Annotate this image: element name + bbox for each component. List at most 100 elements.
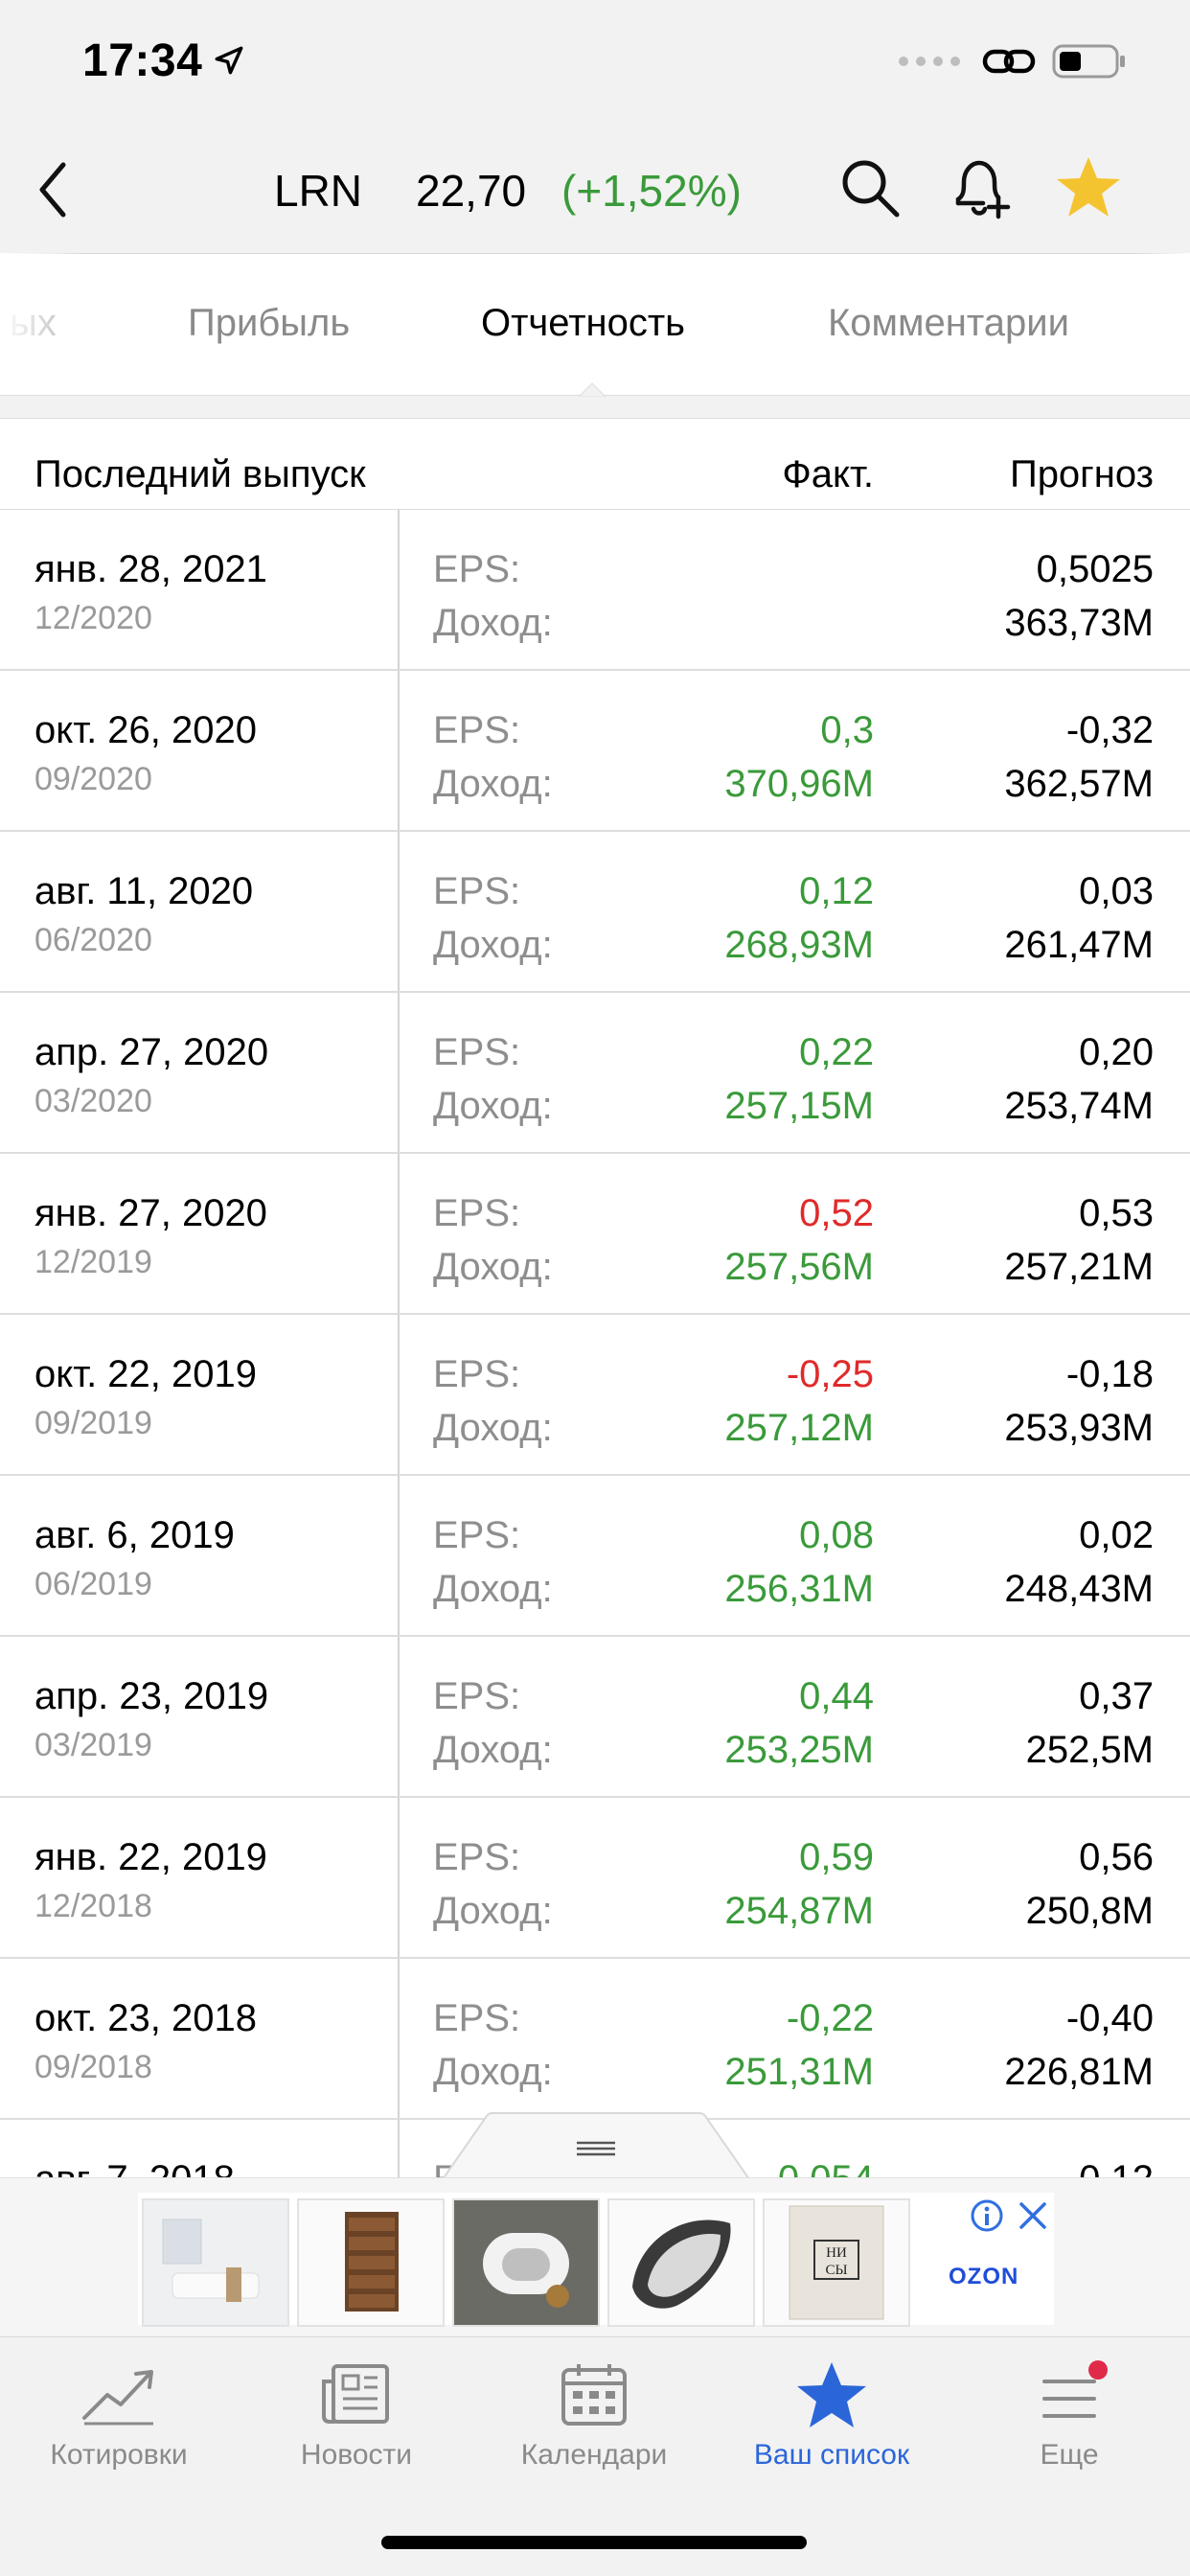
eps-forecast: 0,5025 <box>1036 548 1154 590</box>
ad-close-icon[interactable] <box>1016 2198 1050 2233</box>
bottom-nav: Котировки Новости Календари Ваш список Е… <box>0 2336 1190 2576</box>
back-chevron-icon[interactable] <box>31 155 77 224</box>
revenue-forecast: 252,5M <box>1025 1729 1154 1771</box>
eps-forecast: -0,40 <box>1065 1997 1154 2039</box>
ad-banner[interactable]: НИ СЫ <box>138 2193 1054 2327</box>
bell-plus-icon[interactable] <box>945 153 1014 222</box>
svg-text:СЫ: СЫ <box>825 2263 847 2278</box>
revenue-actual: 268,93M <box>724 924 874 966</box>
eps-label: EPS: <box>433 1675 521 1717</box>
eps-forecast: 0,37 <box>1079 1675 1154 1717</box>
eps-forecast: 0,53 <box>1079 1192 1154 1234</box>
link-icon <box>982 49 1036 74</box>
revenue-forecast: 253,74M <box>1004 1085 1154 1127</box>
nav-watchlist-label: Ваш список <box>753 2439 910 2471</box>
eps-forecast: 0,03 <box>1079 870 1154 912</box>
table-row[interactable]: янв. 28, 2021 12/2020 EPS: Доход: 0,5025 363,… <box>0 510 1190 671</box>
release-date: апр. 23, 2019 <box>34 1675 269 1717</box>
nav-quotes[interactable]: Котировки <box>4 2360 234 2472</box>
table-row[interactable]: янв. 22, 2019 12/2018 EPS: Доход: 0,59 254,87… <box>0 1798 1190 1959</box>
revenue-forecast: 261,47M <box>1004 924 1154 966</box>
revenue-label: Доход: <box>433 2051 553 2093</box>
ad-thumb-book[interactable]: НИ СЫ <box>763 2198 910 2327</box>
table-row[interactable]: авг. 6, 2019 06/2019 EPS: Доход: 0,08 256,31M… <box>0 1476 1190 1637</box>
ad-thumb-living-room[interactable] <box>142 2198 289 2327</box>
price-change: (+1,52%) <box>561 166 742 216</box>
tab-profit[interactable]: Прибыль <box>188 302 351 344</box>
drawer-handle[interactable] <box>443 2112 749 2179</box>
table-row[interactable]: авг. 11, 2020 06/2020 EPS: Доход: 0,12 268,93… <box>0 832 1190 993</box>
header-actual: Факт. <box>782 453 874 495</box>
revenue-label: Доход: <box>433 924 553 966</box>
table-row[interactable]: апр. 27, 2020 03/2020 EPS: Доход: 0,22 257,15… <box>0 993 1190 1154</box>
release-date: окт. 26, 2020 <box>34 709 258 751</box>
release-date: янв. 22, 2019 <box>34 1836 267 1878</box>
table-row[interactable]: окт. 23, 2018 09/2018 EPS: Доход: -0,22 251,3… <box>0 1959 1190 2120</box>
revenue-actual: 370,96M <box>724 763 874 805</box>
search-icon[interactable] <box>839 157 901 218</box>
tab-reports[interactable]: Отчетность <box>481 302 686 344</box>
ad-thumb-wall-shelf[interactable] <box>452 2198 600 2327</box>
revenue-label: Доход: <box>433 1568 553 1610</box>
nav-watchlist[interactable]: Ваш список <box>717 2360 947 2472</box>
revenue-forecast: 248,43M <box>1004 1568 1154 1610</box>
tab-bar-shadow <box>0 395 1190 418</box>
eps-label: EPS: <box>433 870 521 912</box>
eps-label: EPS: <box>433 1192 521 1234</box>
eps-label: EPS: <box>433 1031 521 1073</box>
nav-calendars[interactable]: Календари <box>479 2360 709 2472</box>
eps-forecast: 0,02 <box>1079 1514 1154 1556</box>
eps-forecast: -0,32 <box>1065 709 1154 751</box>
favorite-star-icon[interactable] <box>1054 153 1123 222</box>
eps-actual: 0,054 <box>778 2158 874 2177</box>
table-row[interactable]: апр. 23, 2019 03/2019 EPS: Доход: 0,44 253,25… <box>0 1637 1190 1798</box>
nav-news[interactable]: Новости <box>241 2360 471 2472</box>
revenue-actual: 257,56M <box>724 1246 874 1288</box>
chart-icon <box>82 2370 153 2426</box>
fiscal-period: 12/2020 <box>34 600 152 636</box>
revenue-label: Доход: <box>433 602 553 644</box>
fiscal-period: 09/2019 <box>34 1405 152 1441</box>
ad-brand-logo[interactable]: OZON <box>949 2264 1019 2289</box>
header-forecast: Прогноз <box>1009 453 1154 495</box>
revenue-actual: 257,12M <box>724 1407 874 1449</box>
ad-thumb-toilet[interactable] <box>607 2198 755 2327</box>
nav-more[interactable]: Еще <box>954 2360 1184 2472</box>
revenue-actual: 251,31M <box>724 2051 874 2093</box>
table-row[interactable]: окт. 26, 2020 09/2020 EPS: Доход: 0,3 370,96M… <box>0 671 1190 832</box>
notification-dot <box>1088 2360 1108 2380</box>
top-bar: 17:34 LRN 22,70 (+1,52%) <box>0 0 1190 253</box>
revenue-label: Доход: <box>433 1085 553 1127</box>
menu-icon <box>1042 2360 1108 2418</box>
battery-icon <box>1052 44 1125 79</box>
revenue-actual: 254,87M <box>724 1890 874 1932</box>
tab-bar: ых Прибыль Отчетность Комментарии <box>0 253 1190 395</box>
revenue-forecast: 250,8M <box>1025 1890 1154 1932</box>
fiscal-period: 03/2020 <box>34 1083 152 1119</box>
eps-actual: 0,52 <box>799 1192 874 1234</box>
ad-info-icon[interactable] <box>970 2198 1004 2233</box>
fiscal-period: 09/2020 <box>34 761 152 797</box>
tab-comments[interactable]: Комментарии <box>828 302 1069 344</box>
table-row[interactable]: окт. 22, 2019 09/2019 EPS: Доход: -0,25 257,1… <box>0 1315 1190 1476</box>
eps-forecast: 0,20 <box>1079 1031 1154 1073</box>
ad-thumb-drawer-cabinet[interactable] <box>297 2198 445 2327</box>
release-date: янв. 28, 2021 <box>34 548 267 590</box>
nav-more-label: Еще <box>1040 2439 1099 2471</box>
table-row[interactable]: янв. 27, 2020 12/2019 EPS: Доход: 0,52 257,56… <box>0 1154 1190 1315</box>
eps-forecast: -0,18 <box>1065 1353 1154 1395</box>
eps-label: EPS: <box>433 1514 521 1556</box>
release-date: окт. 22, 2019 <box>34 1353 258 1395</box>
column-divider <box>398 510 400 2177</box>
signal-icon <box>899 57 960 66</box>
status-indicators <box>899 42 1127 80</box>
revenue-forecast: 226,81M <box>1004 2051 1154 2093</box>
eps-label: EPS: <box>433 548 521 590</box>
header-release: Последний выпуск <box>34 453 366 495</box>
eps-forecast: 0,12 <box>1079 2158 1154 2177</box>
eps-actual: 0,08 <box>799 1514 874 1556</box>
table-header: Последний выпуск Факт. Прогноз <box>0 418 1190 510</box>
eps-actual: 0,12 <box>799 870 874 912</box>
status-time: 17:34 <box>82 35 203 86</box>
revenue-forecast: 257,21M <box>1004 1246 1154 1288</box>
